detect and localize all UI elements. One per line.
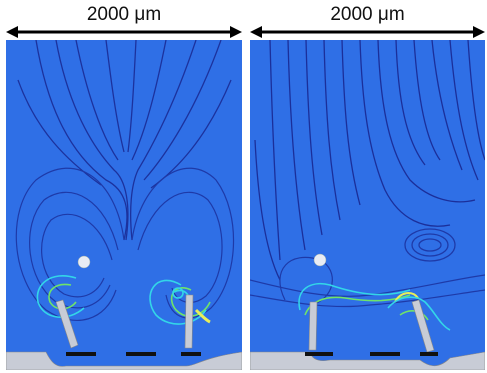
vortex-loops-left-a [15, 167, 125, 321]
particle-right [313, 253, 327, 267]
electrode-left-3 [181, 352, 201, 356]
electrode-right-3 [420, 352, 438, 356]
post-left-1 [55, 299, 79, 349]
post-right-1 [308, 301, 318, 351]
flow-panel-right [250, 40, 485, 370]
substrate-right [250, 351, 485, 370]
streamline-plot-left [6, 40, 242, 370]
scale-arrow-left [6, 26, 242, 38]
scale-arrow-right [250, 26, 485, 38]
electrode-right-2 [370, 352, 400, 356]
scale-label-right: 2000 μm [330, 4, 405, 25]
scale-bar-right: 2000 μm [250, 0, 485, 40]
electrode-right-1 [305, 352, 333, 356]
post-left-2 [184, 294, 194, 349]
particle-left [77, 255, 91, 269]
electrode-left-2 [126, 352, 156, 356]
streamlines-dark-left [17, 40, 232, 241]
flow-panel-left [6, 40, 242, 370]
substrate-left [6, 351, 242, 370]
streamlines-dark-right [254, 40, 485, 281]
streamline-plot-right [250, 40, 485, 370]
scale-bar-left: 2000 μm [6, 0, 242, 40]
vortex-upper-right [404, 228, 456, 262]
electrode-left-1 [66, 352, 96, 356]
scale-label-left: 2000 μm [86, 4, 162, 25]
vortex-core-left [36, 275, 211, 325]
post-right-2 [411, 299, 435, 353]
